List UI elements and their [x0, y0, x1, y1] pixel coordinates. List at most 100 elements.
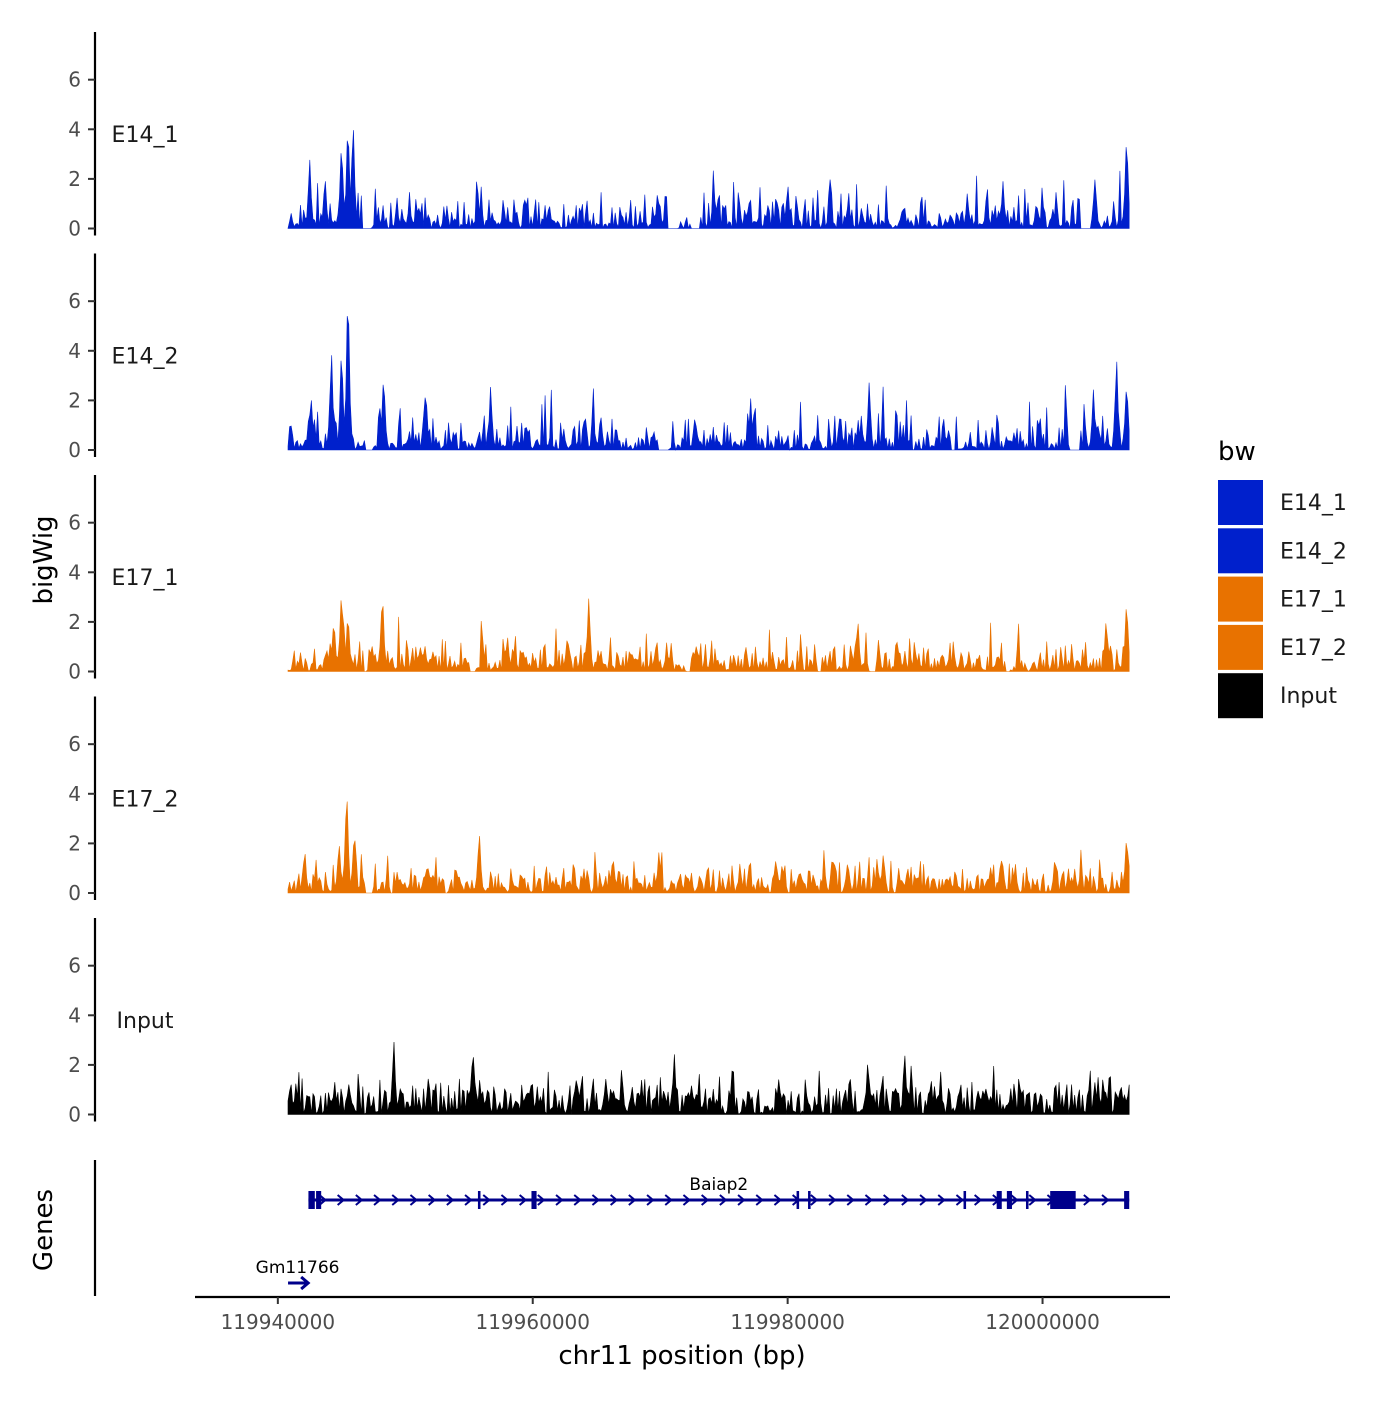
y-tick-label: 2 [68, 388, 81, 412]
legend-label: Input [1280, 684, 1337, 709]
track-label: Input [117, 1009, 174, 1034]
y-axis-title-genes: Genes [29, 1189, 59, 1271]
coverage-tracks: 0 2 4 6 E14_1 0 2 4 6 E14_2 0 2 4 6 E17_1 0 2 4 6 E17_2 0 2 4 6… [68, 32, 1130, 1127]
exon [1025, 1191, 1029, 1209]
coverage-area-E14_1 [287, 130, 1130, 230]
strand-arrow [573, 1194, 582, 1206]
strand-arrow [682, 1194, 691, 1206]
strand-arrow [464, 1194, 473, 1206]
strand-arrow [882, 1194, 892, 1206]
strand-arrow [700, 1194, 710, 1206]
gene-Gm11766: Gm11766 [256, 1258, 340, 1291]
strand-arrow [391, 1194, 400, 1206]
strand-arrow [919, 1194, 928, 1206]
legend-swatch [1218, 624, 1263, 670]
x-tick-label: 119940000 [221, 1310, 336, 1334]
exon [1050, 1191, 1076, 1209]
y-tick-label: 4 [68, 339, 81, 363]
exon [796, 1191, 800, 1209]
legend-label: E17_2 [1280, 636, 1347, 661]
track-label: E14_1 [112, 123, 179, 148]
y-axis-title-bigwig: bigWig [29, 515, 59, 604]
strand-arrow [973, 1194, 983, 1206]
strand-arrow [955, 1194, 964, 1206]
exon [808, 1191, 811, 1209]
strand-arrow [1010, 1194, 1019, 1206]
legend-label: E17_1 [1280, 588, 1347, 613]
track-E17_2: 0 2 4 6 E17_2 [68, 696, 1130, 905]
strand-arrow [555, 1194, 564, 1206]
gene-track: Baiap2 Gm11766 [93, 1160, 1130, 1296]
y-tick-label: 2 [68, 1053, 81, 1077]
gene-label: Baiap2 [689, 1175, 748, 1195]
coverage-area-E14_2 [287, 316, 1130, 451]
strand-arrow [446, 1194, 455, 1206]
strand-arrow [427, 1194, 437, 1206]
y-tick-label: 6 [68, 511, 81, 535]
legend-item-E17_1: E17_1 [1218, 576, 1347, 622]
y-tick-label: 6 [68, 732, 81, 756]
legend-swatch [1218, 576, 1263, 622]
strand-arrow [628, 1194, 637, 1206]
strand-arrow [1028, 1194, 1037, 1206]
strand-arrow [901, 1194, 910, 1206]
y-tick-label: 6 [68, 68, 81, 92]
strand-arrow [409, 1194, 418, 1206]
strand-arrow [664, 1194, 673, 1206]
y-tick-label: 2 [68, 831, 81, 855]
strand-arrow [937, 1194, 946, 1206]
exon [308, 1191, 315, 1209]
strand-arrow [755, 1194, 764, 1206]
track-Input: 0 2 4 6 Input [68, 918, 1130, 1127]
legend-item-E14_1: E14_1 [1218, 480, 1347, 525]
track-E14_1: 0 2 4 6 E14_1 [68, 32, 1130, 241]
gene-Baiap2: Baiap2 [308, 1175, 1130, 1209]
legend-title: bw [1218, 437, 1256, 467]
exon [477, 1191, 481, 1209]
x-tick-label: 119960000 [475, 1310, 590, 1334]
strand-arrow [537, 1194, 546, 1206]
y-tick-label: 0 [68, 660, 81, 684]
strand-arrow [500, 1194, 509, 1206]
y-tick-label: 4 [68, 1003, 81, 1027]
y-tick-label: 6 [68, 289, 81, 313]
strand-arrow [773, 1194, 782, 1206]
x-axis-title: chr11 position (bp) [558, 1341, 805, 1371]
exon [996, 1191, 1002, 1209]
exon [1124, 1191, 1130, 1209]
x-tick-label: 119980000 [730, 1310, 845, 1334]
strand-arrow [591, 1194, 600, 1206]
track-label: E14_2 [112, 345, 179, 370]
strand-arrow [864, 1194, 873, 1206]
strand-arrow [518, 1194, 528, 1206]
exon [1006, 1191, 1012, 1209]
legend-swatch [1218, 480, 1263, 525]
legend-label: E14_1 [1280, 491, 1347, 516]
track-label: E17_2 [112, 788, 179, 813]
y-tick-label: 4 [68, 560, 81, 584]
track-label: E17_1 [112, 566, 179, 591]
x-axis: 119940000 119960000 119980000 120000000 [195, 1295, 1170, 1334]
strand-arrow [810, 1194, 819, 1206]
exon [963, 1191, 967, 1209]
strand-arrow [737, 1194, 746, 1206]
strand-arrow [318, 1194, 327, 1206]
strand-arrow [846, 1194, 855, 1206]
y-tick-label: 2 [68, 610, 81, 634]
strand-arrow [609, 1194, 619, 1206]
y-tick-label: 4 [68, 782, 81, 806]
strand-arrow [300, 1275, 311, 1291]
legend-swatch [1218, 528, 1263, 574]
legend-item-E17_2: E17_2 [1218, 624, 1347, 670]
gene-label: Gm11766 [256, 1258, 340, 1278]
y-tick-label: 2 [68, 167, 81, 191]
strand-arrow [828, 1194, 837, 1206]
track-E14_2: 0 2 4 6 E14_2 [68, 253, 1130, 462]
y-tick-label: 0 [68, 438, 81, 462]
coverage-area-E17_1 [287, 598, 1130, 673]
y-tick-label: 6 [68, 954, 81, 978]
strand-arrow [646, 1194, 655, 1206]
strand-arrow [719, 1194, 728, 1206]
